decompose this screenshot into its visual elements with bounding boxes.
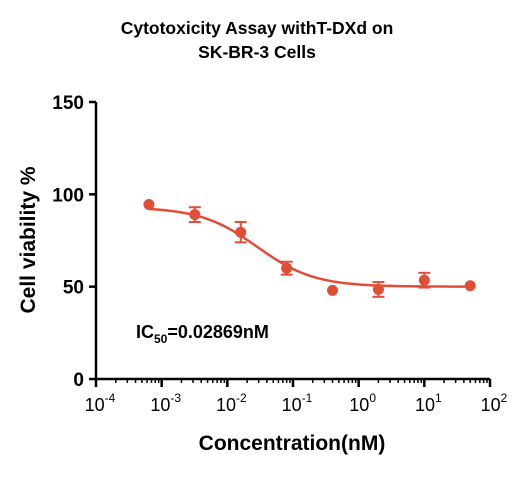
ic50-value: =0.02869nM	[167, 322, 269, 342]
x-tick-exponent: -1	[302, 391, 313, 405]
ic50-annotation: IC50=0.02869nM	[136, 322, 269, 346]
x-tick-base: 10	[216, 395, 236, 415]
chart-title-line-2: SK-BR-3 Cells	[198, 42, 316, 62]
chart-title-line-1: Cytotoxicity Assay withT-DXd on	[120, 18, 394, 38]
x-tick-exponent: 1	[435, 391, 442, 405]
fit-curve	[148, 207, 471, 288]
x-tick-base: 10	[150, 395, 170, 415]
y-ticks: 0 50 100 150	[52, 93, 96, 391]
x-tick-base: 10	[415, 395, 435, 415]
x-tick-label: 10-3	[150, 391, 181, 415]
data-point	[189, 209, 201, 221]
x-tick-exponent: -3	[170, 391, 181, 405]
y-tick-label: 50	[63, 278, 84, 299]
x-tick-label: 10-1	[282, 391, 313, 415]
y-axis-label: Cell viability %	[17, 166, 40, 313]
x-tick-exponent: 0	[369, 391, 376, 405]
ic50-subscript: 50	[154, 332, 168, 346]
ic50-prefix: IC	[136, 322, 154, 342]
data-point	[464, 280, 476, 292]
x-tick-base: 10	[481, 395, 501, 415]
x-tick-exponent: -4	[105, 391, 116, 405]
y-tick-label: 100	[52, 185, 84, 206]
data-point	[281, 262, 293, 274]
x-tick-label: 101	[415, 391, 442, 415]
x-tick-exponent: 2	[501, 391, 508, 405]
data-point	[235, 226, 247, 238]
x-axis-label: Concentration(nM)	[199, 432, 386, 455]
data-point	[143, 198, 155, 210]
x-tick-label: 10-4	[85, 391, 116, 415]
x-ticks: 10-4 10-3 10-2 10-1 100 101 102	[85, 379, 508, 415]
x-tick-label: 10-2	[216, 391, 247, 415]
data-point	[327, 284, 339, 296]
x-tick-label: 100	[349, 391, 376, 415]
y-tick-label: 0	[73, 370, 84, 391]
data-point	[418, 274, 430, 286]
x-tick-base: 10	[85, 395, 105, 415]
x-tick-base: 10	[282, 395, 302, 415]
x-tick-label: 102	[481, 391, 508, 415]
x-tick-exponent: -2	[236, 391, 247, 405]
data-point	[372, 283, 384, 295]
chart-title: Cytotoxicity Assay withT-DXd on SK-BR-3 …	[0, 16, 514, 64]
x-tick-base: 10	[349, 395, 369, 415]
data-points	[143, 198, 476, 298]
y-tick-label: 150	[52, 93, 84, 114]
